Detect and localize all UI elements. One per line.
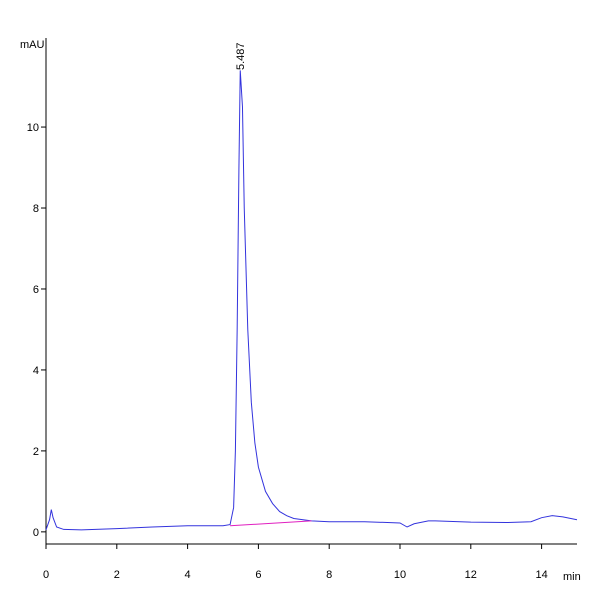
x-tick-label: 10: [394, 569, 406, 581]
peak-label: 5.487: [235, 42, 247, 70]
x-tick-label: 12: [465, 569, 477, 581]
y-tick-label: 8: [33, 203, 39, 215]
y-axis-label: mAU: [20, 39, 45, 51]
x-tick-label: 14: [535, 569, 547, 581]
chromatogram-line: [45, 70, 578, 531]
y-tick-label: 6: [33, 284, 39, 296]
x-tick-label: 4: [185, 569, 191, 581]
x-tick-label: 2: [114, 569, 120, 581]
x-tick-label: 6: [255, 569, 261, 581]
y-tick-label: 0: [33, 527, 39, 539]
x-axis-label: min: [563, 571, 581, 583]
y-tick-label: 10: [27, 122, 39, 134]
x-tick-label: 8: [326, 569, 332, 581]
y-tick-label: 4: [33, 365, 39, 377]
y-tick-label: 2: [33, 446, 39, 458]
chromatogram-line: [230, 520, 312, 527]
x-tick-label: 0: [43, 569, 49, 581]
